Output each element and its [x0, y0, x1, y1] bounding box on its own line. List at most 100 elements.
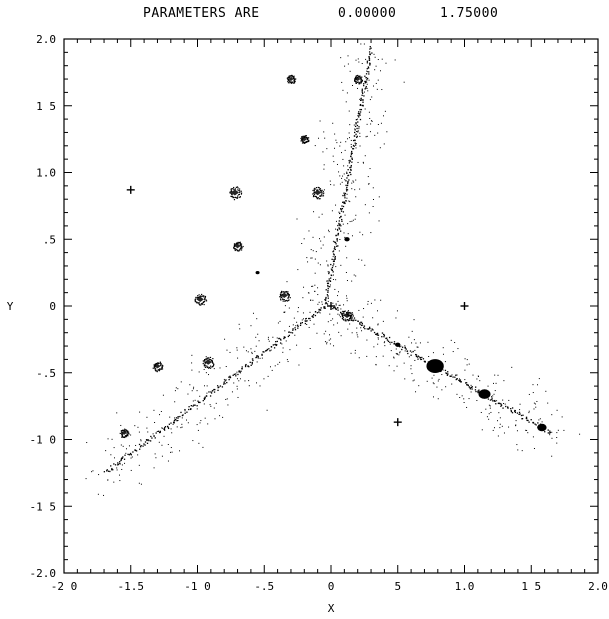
set-point — [340, 57, 342, 59]
node-point — [154, 367, 156, 369]
node-point — [288, 80, 291, 82]
spine-point — [139, 446, 142, 448]
spine-point — [333, 254, 335, 256]
spine-point — [353, 319, 355, 321]
set-point — [519, 409, 521, 411]
node-point — [360, 82, 362, 84]
node-point — [290, 76, 292, 78]
spine-point — [342, 314, 344, 316]
set-point — [478, 375, 480, 377]
set-point — [138, 431, 140, 433]
node-point — [202, 295, 204, 297]
spine-point — [229, 375, 231, 377]
spine-point — [406, 350, 408, 352]
spine-point — [337, 307, 339, 309]
spine-point — [454, 376, 456, 378]
spine-point — [370, 330, 372, 332]
node-core — [230, 189, 240, 196]
spine-point — [383, 334, 386, 336]
node-point — [348, 312, 350, 314]
set-point — [457, 348, 459, 350]
spine-point — [325, 298, 327, 300]
set-point — [374, 299, 376, 301]
set-point — [535, 406, 537, 408]
set-point — [364, 155, 366, 157]
spine-point — [360, 108, 363, 111]
node-point — [236, 242, 238, 244]
set-point — [352, 84, 354, 86]
set-point — [388, 365, 390, 367]
spine-point — [121, 457, 124, 459]
set-point — [135, 444, 137, 446]
title-param-1: 0.00000 — [338, 6, 397, 21]
spine-point — [167, 427, 170, 430]
set-point — [180, 381, 182, 383]
spine-point — [360, 99, 362, 102]
node-point — [237, 250, 239, 252]
spine-point — [311, 315, 313, 318]
set-point — [213, 368, 215, 370]
node-point — [119, 432, 121, 435]
set-point — [346, 171, 348, 173]
set-point — [121, 464, 123, 466]
node-point — [212, 365, 214, 368]
spine-point — [113, 463, 115, 465]
set-point — [314, 187, 316, 189]
node-point — [303, 136, 305, 138]
spine-point — [203, 398, 206, 401]
spine-point — [356, 135, 358, 137]
spine-point — [130, 454, 132, 456]
spine-point — [263, 351, 265, 353]
set-point — [489, 407, 491, 409]
spine-point — [344, 202, 346, 205]
node-point — [211, 361, 213, 363]
spine-point — [232, 374, 234, 376]
node-point — [322, 195, 325, 197]
spine-point — [445, 372, 447, 374]
set-point — [478, 390, 480, 392]
set-point — [367, 183, 369, 185]
spine-point — [366, 60, 369, 62]
set-point — [418, 356, 420, 358]
spine-point — [269, 350, 271, 352]
spine-point — [166, 425, 169, 428]
spine-point — [103, 471, 106, 473]
node-point — [317, 197, 319, 199]
set-point — [328, 231, 330, 233]
set-point — [107, 438, 109, 440]
node-point — [126, 431, 128, 433]
spine-point — [516, 412, 519, 414]
set-point — [161, 427, 163, 429]
set-point — [480, 411, 482, 413]
node-point — [209, 359, 211, 361]
node-point — [315, 187, 318, 189]
node-point — [239, 243, 241, 245]
set-point — [497, 420, 499, 422]
node-point — [290, 74, 293, 77]
spine-point — [420, 358, 422, 361]
spine-point — [334, 258, 336, 260]
spine-point — [522, 414, 524, 416]
spine-point — [471, 388, 473, 390]
set-point — [437, 398, 439, 400]
set-point — [508, 399, 510, 401]
set-point — [437, 380, 439, 382]
node-point — [354, 78, 356, 80]
spine-point — [366, 77, 369, 80]
node-point — [157, 362, 159, 364]
set-point — [346, 92, 348, 94]
set-point — [356, 334, 358, 336]
spine-point — [119, 463, 121, 465]
set-point — [499, 427, 501, 429]
set-point — [336, 163, 338, 165]
spine-point — [154, 437, 156, 439]
set-point — [321, 213, 323, 215]
set-point — [306, 317, 308, 319]
set-point — [267, 338, 269, 340]
spine-point — [217, 386, 219, 389]
node-point — [342, 312, 344, 315]
spine-point — [401, 348, 403, 351]
spine-point — [257, 357, 259, 359]
node-point — [237, 242, 239, 245]
node-point — [322, 190, 324, 193]
